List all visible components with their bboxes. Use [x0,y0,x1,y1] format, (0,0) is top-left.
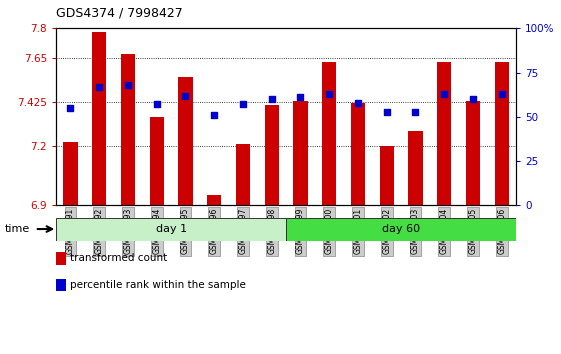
Bar [351,103,365,205]
Bar [121,54,135,205]
Point [95,84,104,90]
Bar [322,62,337,205]
Point [325,91,334,97]
Point [152,102,161,107]
Bar [56,218,286,241]
Point [296,95,305,100]
Point [238,102,247,107]
Text: transformed count: transformed count [70,253,167,263]
Point [353,100,362,105]
Bar [286,218,516,241]
Point [468,96,477,102]
Text: time: time [4,224,30,234]
Bar [63,142,77,205]
Point [497,91,506,97]
Bar [92,32,107,205]
Bar [466,101,480,205]
Bar [150,117,164,205]
Bar [495,62,509,205]
Bar [293,101,307,205]
Point [66,105,75,111]
Text: day 1: day 1 [155,224,187,234]
Bar [178,78,192,205]
Text: GDS4374 / 7998427: GDS4374 / 7998427 [56,6,183,19]
Point [210,112,219,118]
Point [411,109,420,114]
Point [382,109,391,114]
Text: day 60: day 60 [382,224,420,234]
Bar [265,105,279,205]
Point [123,82,132,88]
Bar [207,195,222,205]
Bar [408,131,422,205]
Bar [437,62,452,205]
Text: percentile rank within the sample: percentile rank within the sample [70,280,246,290]
Point [440,91,449,97]
Point [181,93,190,98]
Bar [236,144,250,205]
Point [267,96,276,102]
Bar [380,146,394,205]
